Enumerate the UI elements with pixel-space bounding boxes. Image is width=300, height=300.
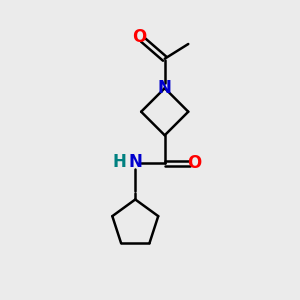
Text: H: H xyxy=(112,153,126,171)
Text: O: O xyxy=(187,154,201,172)
Text: N: N xyxy=(158,79,172,97)
Text: O: O xyxy=(132,28,146,46)
Text: N: N xyxy=(128,153,142,171)
